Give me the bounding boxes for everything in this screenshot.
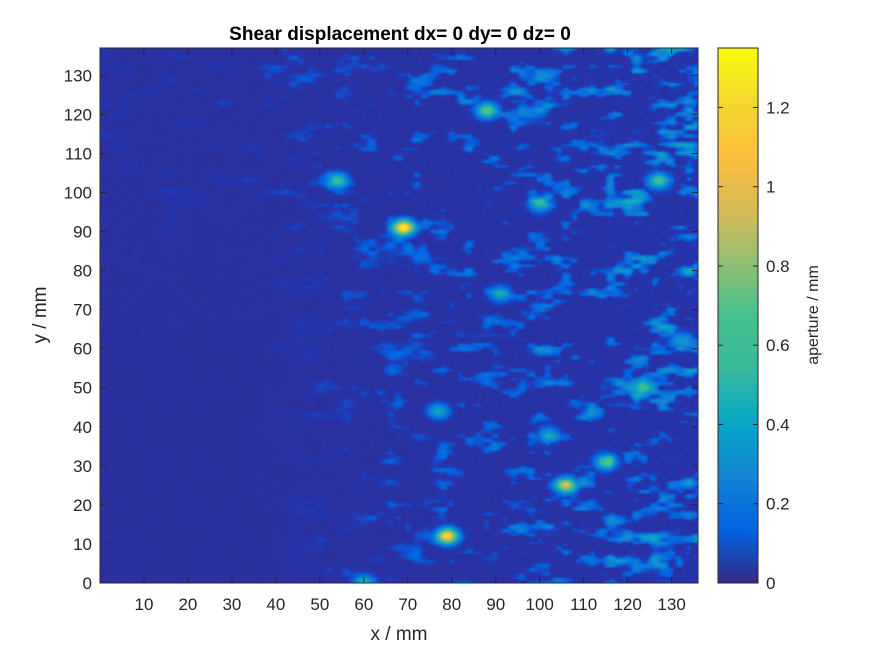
- heatmap-image: [100, 48, 698, 583]
- x-tick-label: 60: [354, 595, 373, 614]
- colorbar-ticks: 0 0.2 0.4 0.6 0.8 1 1.2: [718, 98, 790, 593]
- x-tick-label: 40: [266, 595, 285, 614]
- y-tick-label: 60: [73, 340, 92, 359]
- x-axis-label: x / mm: [371, 624, 428, 645]
- plot-area: [99, 47, 699, 584]
- y-tick-label: 10: [73, 535, 92, 554]
- colorbar-tick-label: 0.4: [766, 415, 790, 434]
- y-tick-label: 130: [64, 66, 92, 85]
- x-tick-label: 50: [310, 595, 329, 614]
- colorbar-tick-label: 0.2: [766, 495, 790, 514]
- colorbar-tick-label: 1.2: [766, 98, 790, 117]
- x-tick-label: 90: [486, 595, 505, 614]
- y-tick-label: 20: [73, 496, 92, 515]
- colorbar: 0 0.2 0.4 0.6 0.8 1 1.2 aperture / mm: [717, 47, 822, 593]
- y-tick-label: 30: [73, 457, 92, 476]
- x-tick-label: 100: [526, 595, 554, 614]
- x-tick-label: 70: [398, 595, 417, 614]
- colorbar-tick-label: 0.6: [766, 336, 790, 355]
- y-axis: 0 10 20 30 40 50 60 70 80 90 100 110 120 130: [64, 66, 698, 593]
- x-tick-label: 30: [222, 595, 241, 614]
- colorbar-tick-label: 0.8: [766, 257, 790, 276]
- colorbar-gradient: [717, 47, 759, 584]
- x-tick-label: 10: [135, 595, 154, 614]
- y-tick-label: 40: [73, 418, 92, 437]
- y-tick-label: 70: [73, 301, 92, 320]
- chart-title: Shear displacement dx= 0 dy= 0 dz= 0: [229, 24, 571, 45]
- x-axis: 10 20 30 40 50 60 70 80 90 100 110 120 130: [135, 48, 686, 614]
- x-tick-label: 120: [613, 595, 641, 614]
- y-tick-label: 110: [65, 144, 92, 163]
- y-tick-label: 90: [73, 223, 92, 242]
- y-tick-label: 80: [73, 262, 92, 281]
- y-tick-label: 120: [64, 105, 92, 124]
- y-tick-label: 100: [64, 183, 92, 202]
- colorbar-tick-label: 1: [766, 178, 775, 197]
- x-tick-label: 20: [178, 595, 197, 614]
- x-tick-label: 80: [442, 595, 461, 614]
- y-axis-label: y / mm: [30, 287, 51, 344]
- colorbar-tick-label: 0: [766, 574, 775, 593]
- colorbar-label: aperture / mm: [805, 265, 822, 365]
- plot-frame: [99, 47, 699, 584]
- x-tick-label: 110: [570, 595, 597, 614]
- y-tick-label: 0: [83, 574, 92, 593]
- x-tick-label: 130: [657, 595, 685, 614]
- y-tick-label: 50: [73, 379, 92, 398]
